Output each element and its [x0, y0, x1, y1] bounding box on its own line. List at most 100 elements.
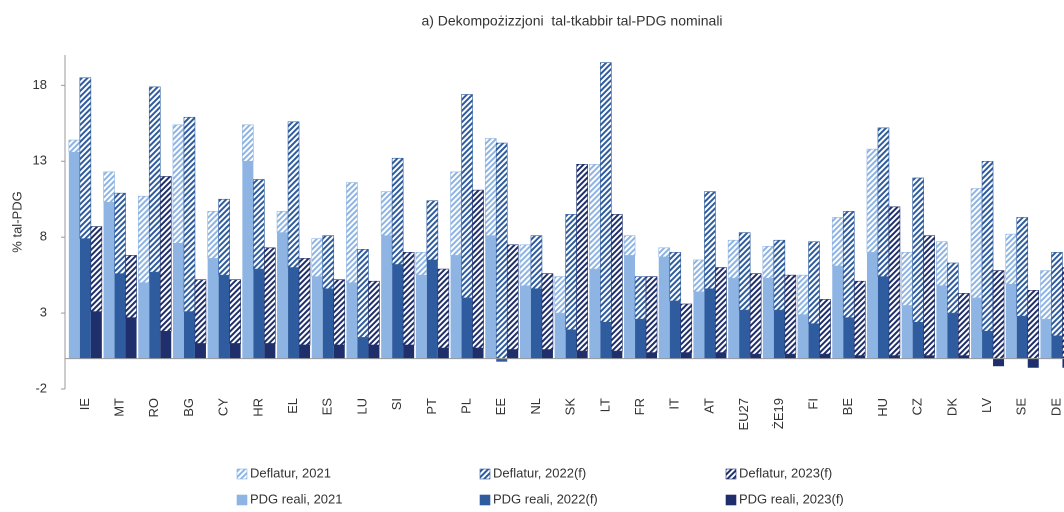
- bar-real: [854, 355, 866, 359]
- bar-real: [79, 238, 91, 359]
- bar-deflator: [808, 241, 820, 325]
- x-tick-label: HU: [875, 398, 890, 417]
- bar-deflator: [704, 191, 716, 290]
- bar-deflator: [495, 142, 508, 359]
- bar-deflator: [958, 293, 970, 356]
- bar-real: [392, 264, 404, 359]
- bar-real: [715, 352, 727, 359]
- x-tick-label: RO: [146, 398, 161, 418]
- bar-deflator: [1040, 270, 1052, 320]
- bar-real: [866, 252, 878, 359]
- bar-deflator: [125, 255, 137, 318]
- bar-real: [90, 311, 102, 359]
- bar-real: [415, 275, 427, 359]
- x-tick-label: LV: [979, 398, 994, 413]
- bar-real: [160, 331, 172, 359]
- bar-deflator: [947, 262, 959, 314]
- bar-deflator: [797, 274, 809, 315]
- bar-deflator: [506, 244, 519, 350]
- x-tick-label: SE: [1014, 398, 1029, 416]
- bar-real: [658, 256, 670, 359]
- bar-real: [253, 269, 265, 359]
- bar-real: [1040, 319, 1052, 359]
- legend-label: Deflatur, 2022(f): [493, 465, 586, 480]
- bar-real: [507, 349, 519, 359]
- bar-deflator: [623, 235, 636, 256]
- x-tick-label: IT: [667, 398, 682, 410]
- bar-real: [912, 322, 924, 359]
- bar-deflator: [992, 270, 1005, 359]
- x-tick-label: MT: [111, 398, 126, 417]
- x-tick-label: EL: [285, 398, 300, 414]
- x-tick-label: DK: [944, 398, 959, 416]
- bar-deflator: [530, 235, 543, 290]
- bar-real: [888, 355, 900, 359]
- legend-swatch: [479, 468, 491, 480]
- bar-deflator: [658, 247, 671, 258]
- bar-deflator: [519, 244, 532, 287]
- x-tick-label: CY: [216, 398, 231, 416]
- bar-deflator: [762, 245, 775, 279]
- x-tick-label: NL: [528, 398, 543, 415]
- x-tick-label: EU27: [736, 398, 751, 431]
- bar-real: [589, 269, 601, 359]
- bar-real: [346, 282, 358, 359]
- y-tick-label: 8: [40, 229, 47, 244]
- legend-swatch: [725, 468, 737, 480]
- bar-deflator: [159, 176, 172, 332]
- bar-deflator: [819, 299, 831, 355]
- bar-real: [936, 285, 948, 359]
- x-tick-label: PT: [424, 398, 439, 415]
- bar-real: [728, 278, 740, 359]
- bar-real: [461, 297, 473, 359]
- bar-real: [704, 288, 716, 359]
- x-tick-label: AT: [701, 398, 716, 414]
- x-tick-label: LT: [597, 398, 612, 412]
- bar-real: [138, 282, 150, 359]
- bar-deflator: [680, 303, 693, 353]
- x-tick-label: IE: [77, 398, 92, 411]
- bar-deflator: [450, 171, 462, 256]
- y-tick-label: 3: [40, 305, 47, 320]
- bar-deflator: [229, 279, 241, 344]
- bar-real: [277, 232, 289, 359]
- legend-swatch: [479, 494, 491, 506]
- bar-real: [624, 255, 636, 359]
- bar-deflator: [380, 191, 393, 236]
- bar-deflator: [693, 259, 705, 293]
- legend-label: PDG reali, 2022(f): [493, 491, 598, 506]
- bar-deflator: [333, 279, 346, 346]
- legend-label: Deflatur, 2021: [250, 465, 331, 480]
- bar-real: [877, 276, 889, 359]
- bar-deflator: [773, 239, 786, 311]
- bar-deflator: [727, 239, 740, 279]
- bar-deflator: [738, 232, 751, 311]
- y-axis-label: % tal-PDG: [9, 191, 24, 252]
- bar-deflator: [981, 160, 994, 332]
- bar-real: [541, 349, 553, 359]
- bar-deflator: [461, 94, 473, 299]
- bar-deflator: [853, 280, 866, 356]
- y-tick-label: 13: [33, 153, 47, 168]
- bar-real: [229, 343, 241, 359]
- bar-deflator: [218, 198, 230, 276]
- legend-swatch: [236, 468, 248, 480]
- bar-real: [172, 243, 184, 359]
- bar-deflator: [784, 274, 797, 355]
- x-tick-label: ES: [320, 398, 335, 416]
- bar-real: [635, 319, 647, 359]
- bar-real: [450, 255, 462, 359]
- bar-deflator: [90, 226, 103, 312]
- bar-real: [797, 314, 809, 359]
- bar-deflator: [484, 138, 497, 236]
- bar-real: [1005, 284, 1017, 359]
- bar-real: [808, 323, 820, 359]
- x-tick-label: HR: [250, 398, 265, 417]
- x-tick-label: PL: [458, 398, 473, 414]
- bar-deflator: [357, 249, 369, 338]
- bar-deflator: [1062, 267, 1064, 359]
- bar-real: [1062, 358, 1064, 368]
- bar-real: [242, 161, 254, 359]
- bar-real: [680, 352, 692, 359]
- bar-deflator: [1051, 252, 1063, 337]
